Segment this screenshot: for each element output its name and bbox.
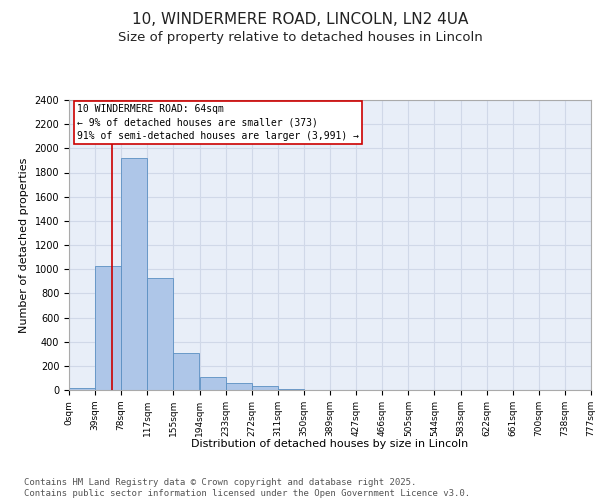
Bar: [69, 388, 95, 390]
Bar: [173, 352, 199, 390]
Text: 10 WINDERMERE ROAD: 64sqm
← 9% of detached houses are smaller (373)
91% of semi-: 10 WINDERMERE ROAD: 64sqm ← 9% of detach…: [77, 104, 359, 141]
Bar: [226, 384, 252, 390]
Y-axis label: Number of detached properties: Number of detached properties: [19, 158, 29, 332]
X-axis label: Distribution of detached houses by size in Lincoln: Distribution of detached houses by size …: [191, 439, 469, 449]
Text: Size of property relative to detached houses in Lincoln: Size of property relative to detached ho…: [118, 31, 482, 44]
Bar: [95, 266, 121, 390]
Bar: [252, 386, 278, 390]
Bar: [121, 158, 148, 390]
Bar: [278, 389, 304, 390]
Text: Contains HM Land Registry data © Crown copyright and database right 2025.
Contai: Contains HM Land Registry data © Crown c…: [24, 478, 470, 498]
Bar: [148, 278, 173, 390]
Text: 10, WINDERMERE ROAD, LINCOLN, LN2 4UA: 10, WINDERMERE ROAD, LINCOLN, LN2 4UA: [132, 12, 468, 28]
Bar: [199, 376, 226, 390]
